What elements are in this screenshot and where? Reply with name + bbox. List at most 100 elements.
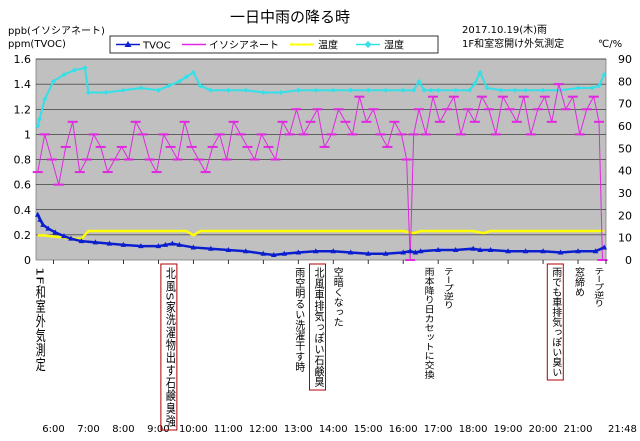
- tvoc-point: [68, 235, 74, 241]
- x-tick-label: 18:00: [459, 424, 488, 435]
- y-right-tick-label: 80: [618, 75, 632, 88]
- humidity-point: [183, 74, 189, 80]
- tvoc-point: [52, 229, 59, 235]
- humidity-point: [50, 78, 56, 84]
- annotation-text: 雨でも車排気っぽい臭い: [550, 267, 562, 377]
- series-line-temperature: [37, 229, 605, 241]
- humidity-point: [575, 85, 581, 91]
- tvoc-point: [470, 245, 476, 251]
- legend-label-iso: イソシアネート: [209, 40, 279, 52]
- humidity-point: [428, 87, 434, 93]
- legend-marker-tvoc: [124, 41, 132, 47]
- humidity-point: [120, 87, 126, 93]
- annotation: 雨でも車排気っぽい臭い: [546, 263, 564, 381]
- y-left-tick-label: 1.4: [14, 78, 32, 91]
- tvoc-point: [347, 249, 354, 255]
- y-right-tick-label: 90: [618, 53, 632, 66]
- annotation-text: 雨本降り日カセットに交換: [422, 267, 434, 380]
- annotation-text: テープ逆り: [441, 267, 453, 309]
- tvoc-point: [162, 241, 169, 247]
- x-tick-label: 8:00: [112, 424, 134, 435]
- y-left-tick-label: 0: [24, 254, 31, 267]
- tvoc-point: [225, 246, 232, 252]
- annotation: 1F和室外気測定: [33, 267, 45, 373]
- annotation: 雨空明るい洗濯干す時: [293, 267, 305, 372]
- tvoc-point: [120, 241, 127, 247]
- humidity-point: [61, 72, 67, 78]
- tvoc-point: [61, 233, 67, 239]
- x-tick-label: 7:00: [77, 424, 99, 435]
- y-left-tick-label: 1.6: [14, 53, 32, 66]
- humidity-point: [601, 72, 607, 78]
- annotation-box: [546, 263, 564, 381]
- tvoc-point: [435, 246, 441, 252]
- humidity-point: [330, 87, 336, 93]
- humidity-point: [278, 90, 284, 95]
- tvoc-point: [260, 250, 267, 256]
- x-tick-label: 12:00: [249, 424, 278, 435]
- annotation-text: 空暗くなった: [331, 266, 343, 327]
- annotation: 空暗くなった: [331, 266, 343, 327]
- y-left-tick-label: 0.4: [14, 204, 32, 217]
- tvoc-point: [505, 248, 511, 254]
- tvoc-point: [190, 244, 197, 250]
- tvoc-point: [557, 249, 564, 255]
- tvoc-point: [575, 248, 581, 254]
- tvoc-point: [176, 241, 183, 247]
- x-tick-label: 21:00: [564, 424, 593, 435]
- x-tick-label: 11:00: [214, 424, 243, 435]
- tvoc-point: [400, 249, 406, 255]
- x-tick-label: 17:00: [424, 424, 453, 435]
- y-right-tick-label: 20: [618, 209, 632, 222]
- humidity-point: [166, 83, 172, 89]
- tvoc-point: [412, 249, 419, 255]
- humidity-point: [155, 87, 161, 93]
- x-tick-label: 10:00: [179, 424, 208, 435]
- y-right-tick-label: 30: [618, 187, 632, 200]
- humidity-point: [208, 87, 214, 93]
- x-tick-label: 9:00: [147, 424, 169, 435]
- gridlines: [36, 58, 606, 236]
- chart-subtitle-2: 1F和室窓開け外気測定: [462, 37, 564, 50]
- humidity-point: [383, 87, 389, 93]
- legend-label-hum: 湿度: [384, 39, 404, 52]
- humidity-point: [82, 65, 88, 71]
- humidity-point: [36, 116, 42, 122]
- humidity-point: [523, 87, 529, 93]
- tvoc-point: [407, 248, 413, 254]
- humidity-point: [484, 85, 490, 91]
- humidity-point: [42, 96, 48, 102]
- humidity-point: [197, 83, 203, 89]
- humidity-point: [260, 90, 266, 95]
- tvoc-point: [155, 243, 162, 249]
- annotation: 北風車排気っぽい石鹸臭: [309, 263, 327, 391]
- humidity-point: [348, 87, 354, 93]
- tvoc-point: [138, 243, 144, 249]
- annotations: 1F和室外気測定 北風S家洗濯物出す石鹸臭強 雨空明るい洗濯干す時 北風車排気っぽい石…: [33, 263, 604, 431]
- y-axis-left: 0 0.2 0.4 0.6 0.8 1 1.2 1.4 1.6: [14, 53, 32, 267]
- humidity-point: [225, 87, 231, 93]
- annotation: 北風S家洗濯物出す石鹸臭強: [160, 263, 178, 431]
- tvoc-point: [40, 221, 46, 227]
- tvoc-point: [243, 248, 249, 254]
- humidity-point: [421, 87, 427, 93]
- humidity-point: [400, 87, 406, 93]
- tvoc-point: [45, 225, 52, 231]
- tvoc-point: [330, 248, 337, 254]
- y-left-tick-label: 1.2: [14, 103, 32, 116]
- legend-label-temp: 温度: [318, 39, 338, 52]
- humidity-point: [103, 90, 109, 95]
- humidity-point: [138, 85, 144, 91]
- annotation: テープ逆り: [441, 267, 453, 309]
- legend-label-tvoc: TVOC: [142, 41, 171, 52]
- y-right-tick-label: 0: [625, 254, 632, 267]
- x-tick-label: 6:00: [42, 424, 64, 435]
- annotation-text: テープ逆り: [592, 267, 604, 307]
- y-right-tick-label: 70: [618, 98, 632, 111]
- humidity-point: [596, 83, 602, 89]
- tvoc-point: [208, 245, 214, 251]
- humidity-point: [71, 67, 77, 73]
- annotation-box: [309, 263, 327, 391]
- annotation-text: 北風車排気っぽい石鹸臭: [312, 267, 324, 388]
- humidity-point: [416, 78, 422, 84]
